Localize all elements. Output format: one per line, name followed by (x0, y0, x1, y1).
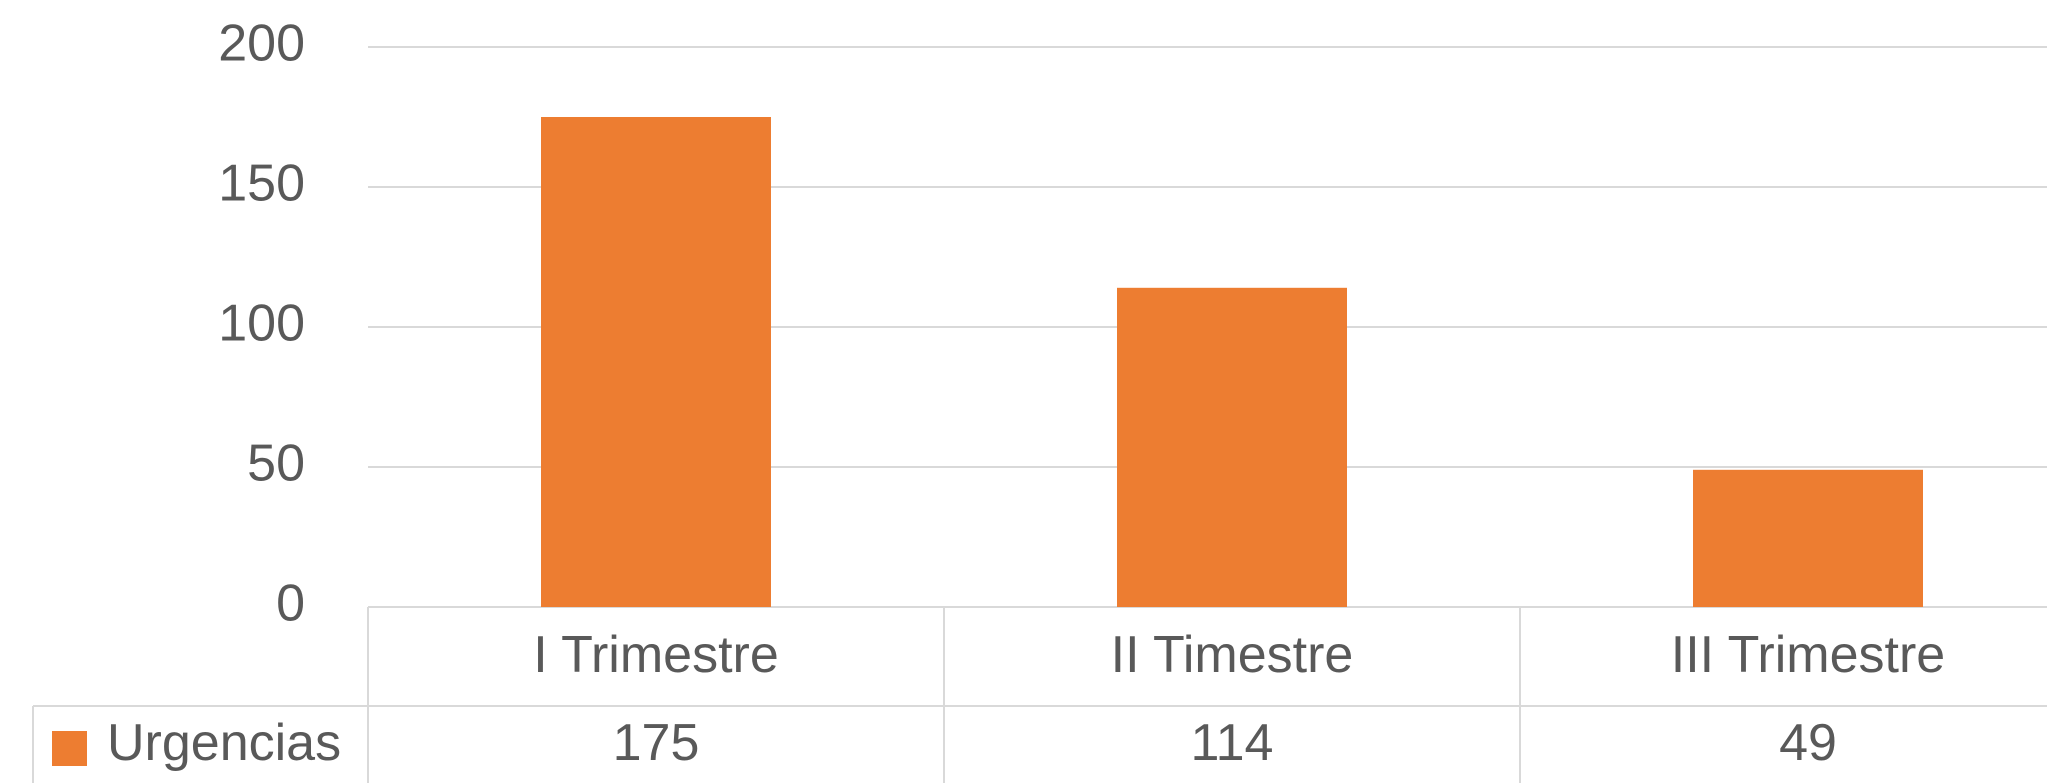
table-value: 114 (1191, 714, 1274, 772)
y-tick-label: 0 (276, 575, 305, 633)
y-tick-label: 150 (218, 155, 305, 213)
x-tick-label: III Trimestre (1671, 626, 1945, 684)
legend-label: Urgencias (107, 714, 341, 772)
table-value: 175 (613, 714, 700, 772)
y-tick-label: 100 (218, 295, 305, 353)
bar (541, 117, 771, 607)
table-value: 49 (1779, 714, 1837, 772)
bar (1693, 469, 1923, 607)
x-tick-label: II Timestre (1111, 626, 1354, 684)
legend-swatch (52, 731, 87, 766)
y-tick-label: 50 (247, 435, 305, 493)
y-tick-label: 200 (218, 15, 305, 73)
x-tick-label: I Trimestre (533, 626, 779, 684)
bar (1117, 287, 1347, 607)
